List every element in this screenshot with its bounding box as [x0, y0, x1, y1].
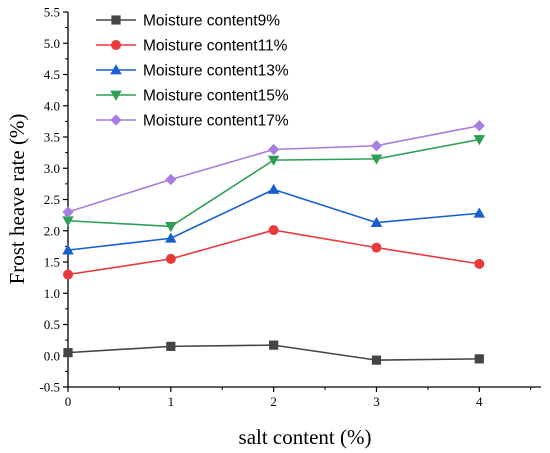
legend-label: Moisture content13% [143, 63, 289, 80]
data-point [166, 341, 176, 351]
series-2 [63, 225, 485, 280]
data-point [63, 348, 73, 358]
data-point [62, 216, 74, 227]
x-tick-label: 4 [476, 394, 483, 409]
x-tick-label: 1 [168, 394, 175, 409]
legend-marker [110, 90, 122, 101]
y-tick-label: 2.5 [44, 192, 60, 207]
series-1 [63, 340, 484, 365]
series-line [67, 124, 480, 213]
data-point [165, 232, 177, 243]
legend: Moisture content9% Moisture content11% Moi… [96, 13, 289, 130]
data-point [473, 207, 486, 218]
x-tick-label: 2 [270, 394, 277, 409]
legend-entry-3: Moisture content13% [96, 63, 289, 80]
y-tick-label: 0.0 [44, 348, 60, 363]
y-tick-label: 4.5 [44, 67, 60, 82]
x-tick-label: 0 [65, 394, 72, 409]
series-line [67, 188, 480, 251]
y-tick-label: 3.0 [44, 161, 60, 176]
data-point [62, 244, 74, 255]
data-point [165, 173, 177, 186]
legend-entry-2: Moisture content11% [96, 38, 288, 55]
legend-marker [110, 64, 122, 75]
legend-entry-4: Moisture content15% [96, 88, 289, 105]
series-line [67, 229, 480, 276]
x-axis-title: salt content (%) [239, 425, 372, 449]
data-point [371, 242, 382, 253]
y-tick-label: 1.5 [44, 255, 60, 270]
data-point [165, 253, 176, 264]
data-point [62, 206, 74, 218]
y-tick-label: 0.5 [44, 317, 60, 332]
y-tick-label: 2.0 [44, 223, 60, 238]
y-tick-label: 5.0 [44, 36, 60, 51]
x-axis-ticks: 0 1 2 3 4 [65, 387, 532, 409]
data-point [267, 155, 280, 166]
data-point [371, 355, 382, 365]
data-point [473, 135, 486, 146]
y-axis-ticks: -0.5 0.0 0.5 1.0 1.5 2.0 2.5 3.0 3.5 4.0 4.5 5.0 5.5 [39, 5, 68, 395]
y-tick-label: 5.5 [44, 5, 60, 20]
legend-entry-5: Moisture content17% [96, 113, 289, 130]
data-point [370, 140, 383, 152]
y-tick-label: -0.5 [39, 380, 60, 395]
data-point [370, 216, 383, 227]
data-point [267, 183, 280, 194]
data-point [474, 258, 485, 269]
legend-label: Moisture content15% [143, 88, 289, 105]
series-3 [62, 183, 486, 255]
legend-marker [111, 15, 121, 25]
legend-label: Moisture content17% [143, 113, 289, 130]
y-tick-label: 1.0 [44, 286, 60, 301]
data-point [63, 269, 73, 280]
x-tick-label: 3 [373, 394, 380, 409]
series-5 [62, 120, 485, 218]
y-axis-title: Frost heave rate (%) [5, 114, 29, 285]
legend-label: Moisture content11% [143, 38, 288, 55]
legend-marker [110, 114, 122, 126]
data-point [268, 143, 280, 156]
data-point [370, 154, 383, 165]
legend-label: Moisture content9% [143, 13, 280, 30]
y-tick-label: 4.0 [44, 98, 60, 113]
legend-entry-1: Moisture content9% [96, 13, 280, 30]
y-tick-label: 3.5 [44, 130, 60, 145]
data-point [474, 354, 484, 364]
series-4 [62, 135, 486, 233]
data-point [165, 222, 177, 233]
data-point [269, 340, 279, 350]
data-point [473, 120, 485, 132]
series-layer [62, 120, 486, 365]
data-point [268, 225, 279, 236]
legend-marker [111, 40, 121, 50]
